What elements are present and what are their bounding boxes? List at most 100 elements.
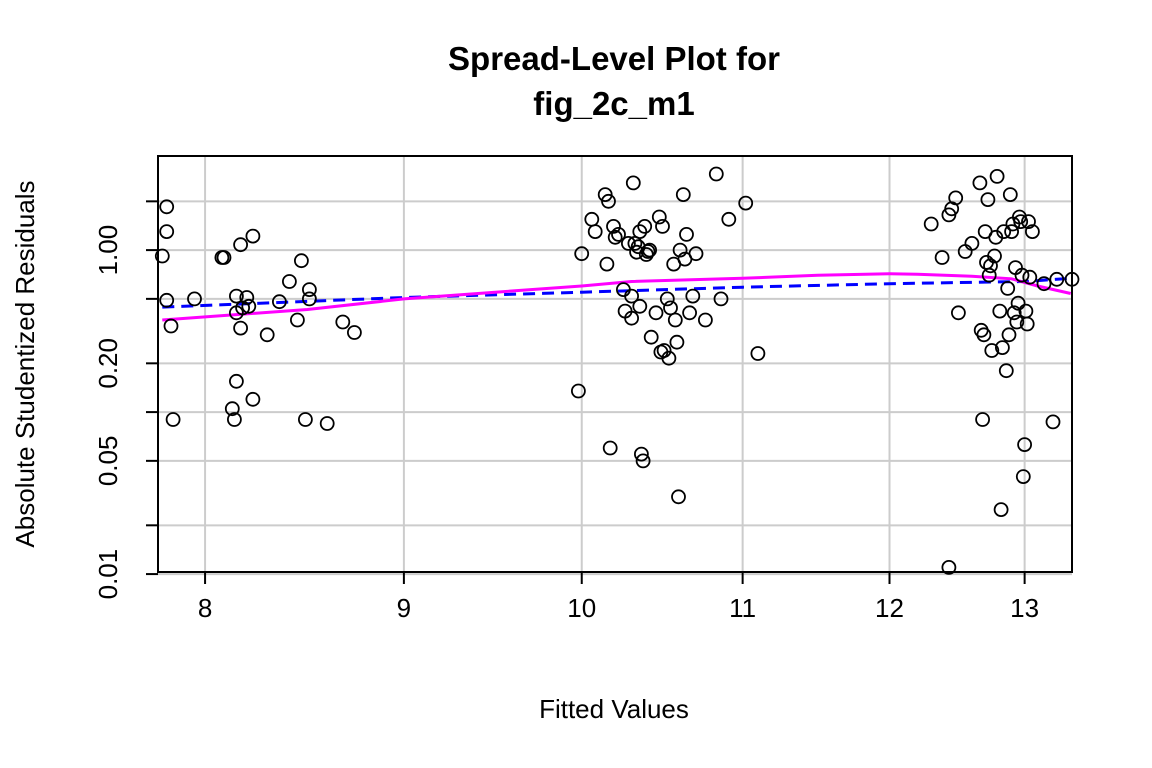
data-point — [625, 175, 641, 191]
data-point — [667, 312, 683, 328]
data-point — [1009, 314, 1025, 330]
data-point — [993, 502, 1009, 518]
data-point — [159, 224, 175, 240]
data-point — [992, 303, 1008, 319]
data-point — [675, 187, 691, 203]
data-point — [154, 248, 170, 264]
x-tick-label: 10 — [567, 593, 596, 623]
data-point — [1022, 269, 1038, 285]
data-point — [624, 310, 639, 326]
data-point — [187, 291, 202, 307]
data-point — [685, 288, 701, 304]
data-point — [634, 446, 649, 462]
data-point — [632, 224, 648, 240]
data-point — [989, 168, 1005, 184]
data-point — [159, 292, 175, 308]
data-point — [651, 209, 667, 225]
data-point — [948, 190, 964, 206]
data-point — [606, 218, 621, 234]
data-point — [643, 329, 659, 345]
data-point — [995, 340, 1010, 356]
data-point — [661, 350, 677, 366]
data-point — [601, 193, 616, 209]
data-point — [599, 256, 615, 272]
x-tick-label: 12 — [875, 593, 904, 623]
data-point — [659, 291, 675, 307]
data-point — [632, 298, 648, 314]
data-point — [1017, 437, 1032, 453]
data-point — [607, 229, 623, 245]
data-point — [301, 291, 317, 307]
data-point — [923, 216, 939, 232]
data-point — [259, 327, 275, 343]
data-point — [165, 412, 181, 427]
data-point — [640, 244, 656, 259]
data-point — [655, 218, 670, 234]
y-tick-label: 0.05 — [93, 436, 123, 487]
data-point — [1001, 327, 1017, 343]
data-point — [642, 242, 657, 258]
data-point — [271, 294, 287, 310]
data-point — [983, 258, 998, 274]
chart-title-line-2: fig_2c_m1 — [533, 85, 694, 122]
data-point — [998, 363, 1014, 379]
data-point — [688, 246, 704, 262]
data-point — [1010, 295, 1026, 311]
y-tick-label: 0.20 — [93, 338, 123, 389]
data-point — [1015, 469, 1031, 485]
data-point — [980, 192, 996, 208]
data-point — [233, 237, 249, 253]
data-point — [671, 489, 686, 505]
x-tick-label: 11 — [729, 593, 756, 623]
y-axis: 0.01 0.05 0.20 1.00 — [93, 200, 158, 599]
data-point — [1000, 280, 1016, 296]
data-point — [228, 288, 244, 304]
data-point — [1045, 414, 1061, 430]
data-point — [241, 298, 257, 314]
chart-title-line-1: Spread-Level Plot for — [448, 40, 780, 77]
data-point — [964, 235, 980, 251]
x-tick-label: 8 — [198, 593, 212, 623]
data-point — [216, 250, 232, 265]
data-point — [281, 274, 297, 289]
data-point — [1002, 187, 1018, 203]
data-point — [721, 211, 737, 227]
x-tick-label: 9 — [397, 593, 411, 623]
data-point — [1019, 316, 1035, 332]
data-point — [584, 211, 600, 227]
data-point — [228, 373, 244, 389]
data-points — [154, 166, 1080, 575]
y-axis-label: Absolute Studentized Residuals — [10, 180, 40, 547]
data-point — [679, 226, 694, 242]
data-point — [301, 282, 317, 298]
data-point — [987, 248, 1002, 264]
data-point — [597, 187, 613, 203]
data-point — [245, 228, 261, 244]
data-point — [941, 560, 957, 575]
data-point — [293, 253, 309, 269]
data-point — [224, 401, 240, 417]
data-point — [976, 327, 992, 343]
data-point — [1025, 224, 1040, 240]
data-point — [624, 288, 639, 304]
data-point — [335, 314, 351, 330]
data-point — [972, 175, 988, 191]
data-point — [635, 453, 651, 469]
data-point — [738, 195, 754, 211]
data-point — [951, 305, 966, 321]
data-point — [713, 291, 729, 307]
data-point — [637, 218, 653, 234]
data-point — [648, 305, 664, 321]
data-point — [996, 224, 1012, 240]
data-point — [574, 246, 590, 262]
data-point — [297, 412, 313, 427]
data-point — [1006, 305, 1022, 321]
data-point — [611, 226, 626, 242]
data-point — [672, 242, 688, 258]
data-point — [656, 343, 672, 358]
data-point — [1049, 271, 1065, 287]
data-point — [981, 267, 997, 283]
data-point — [571, 383, 586, 399]
data-point — [233, 320, 249, 336]
